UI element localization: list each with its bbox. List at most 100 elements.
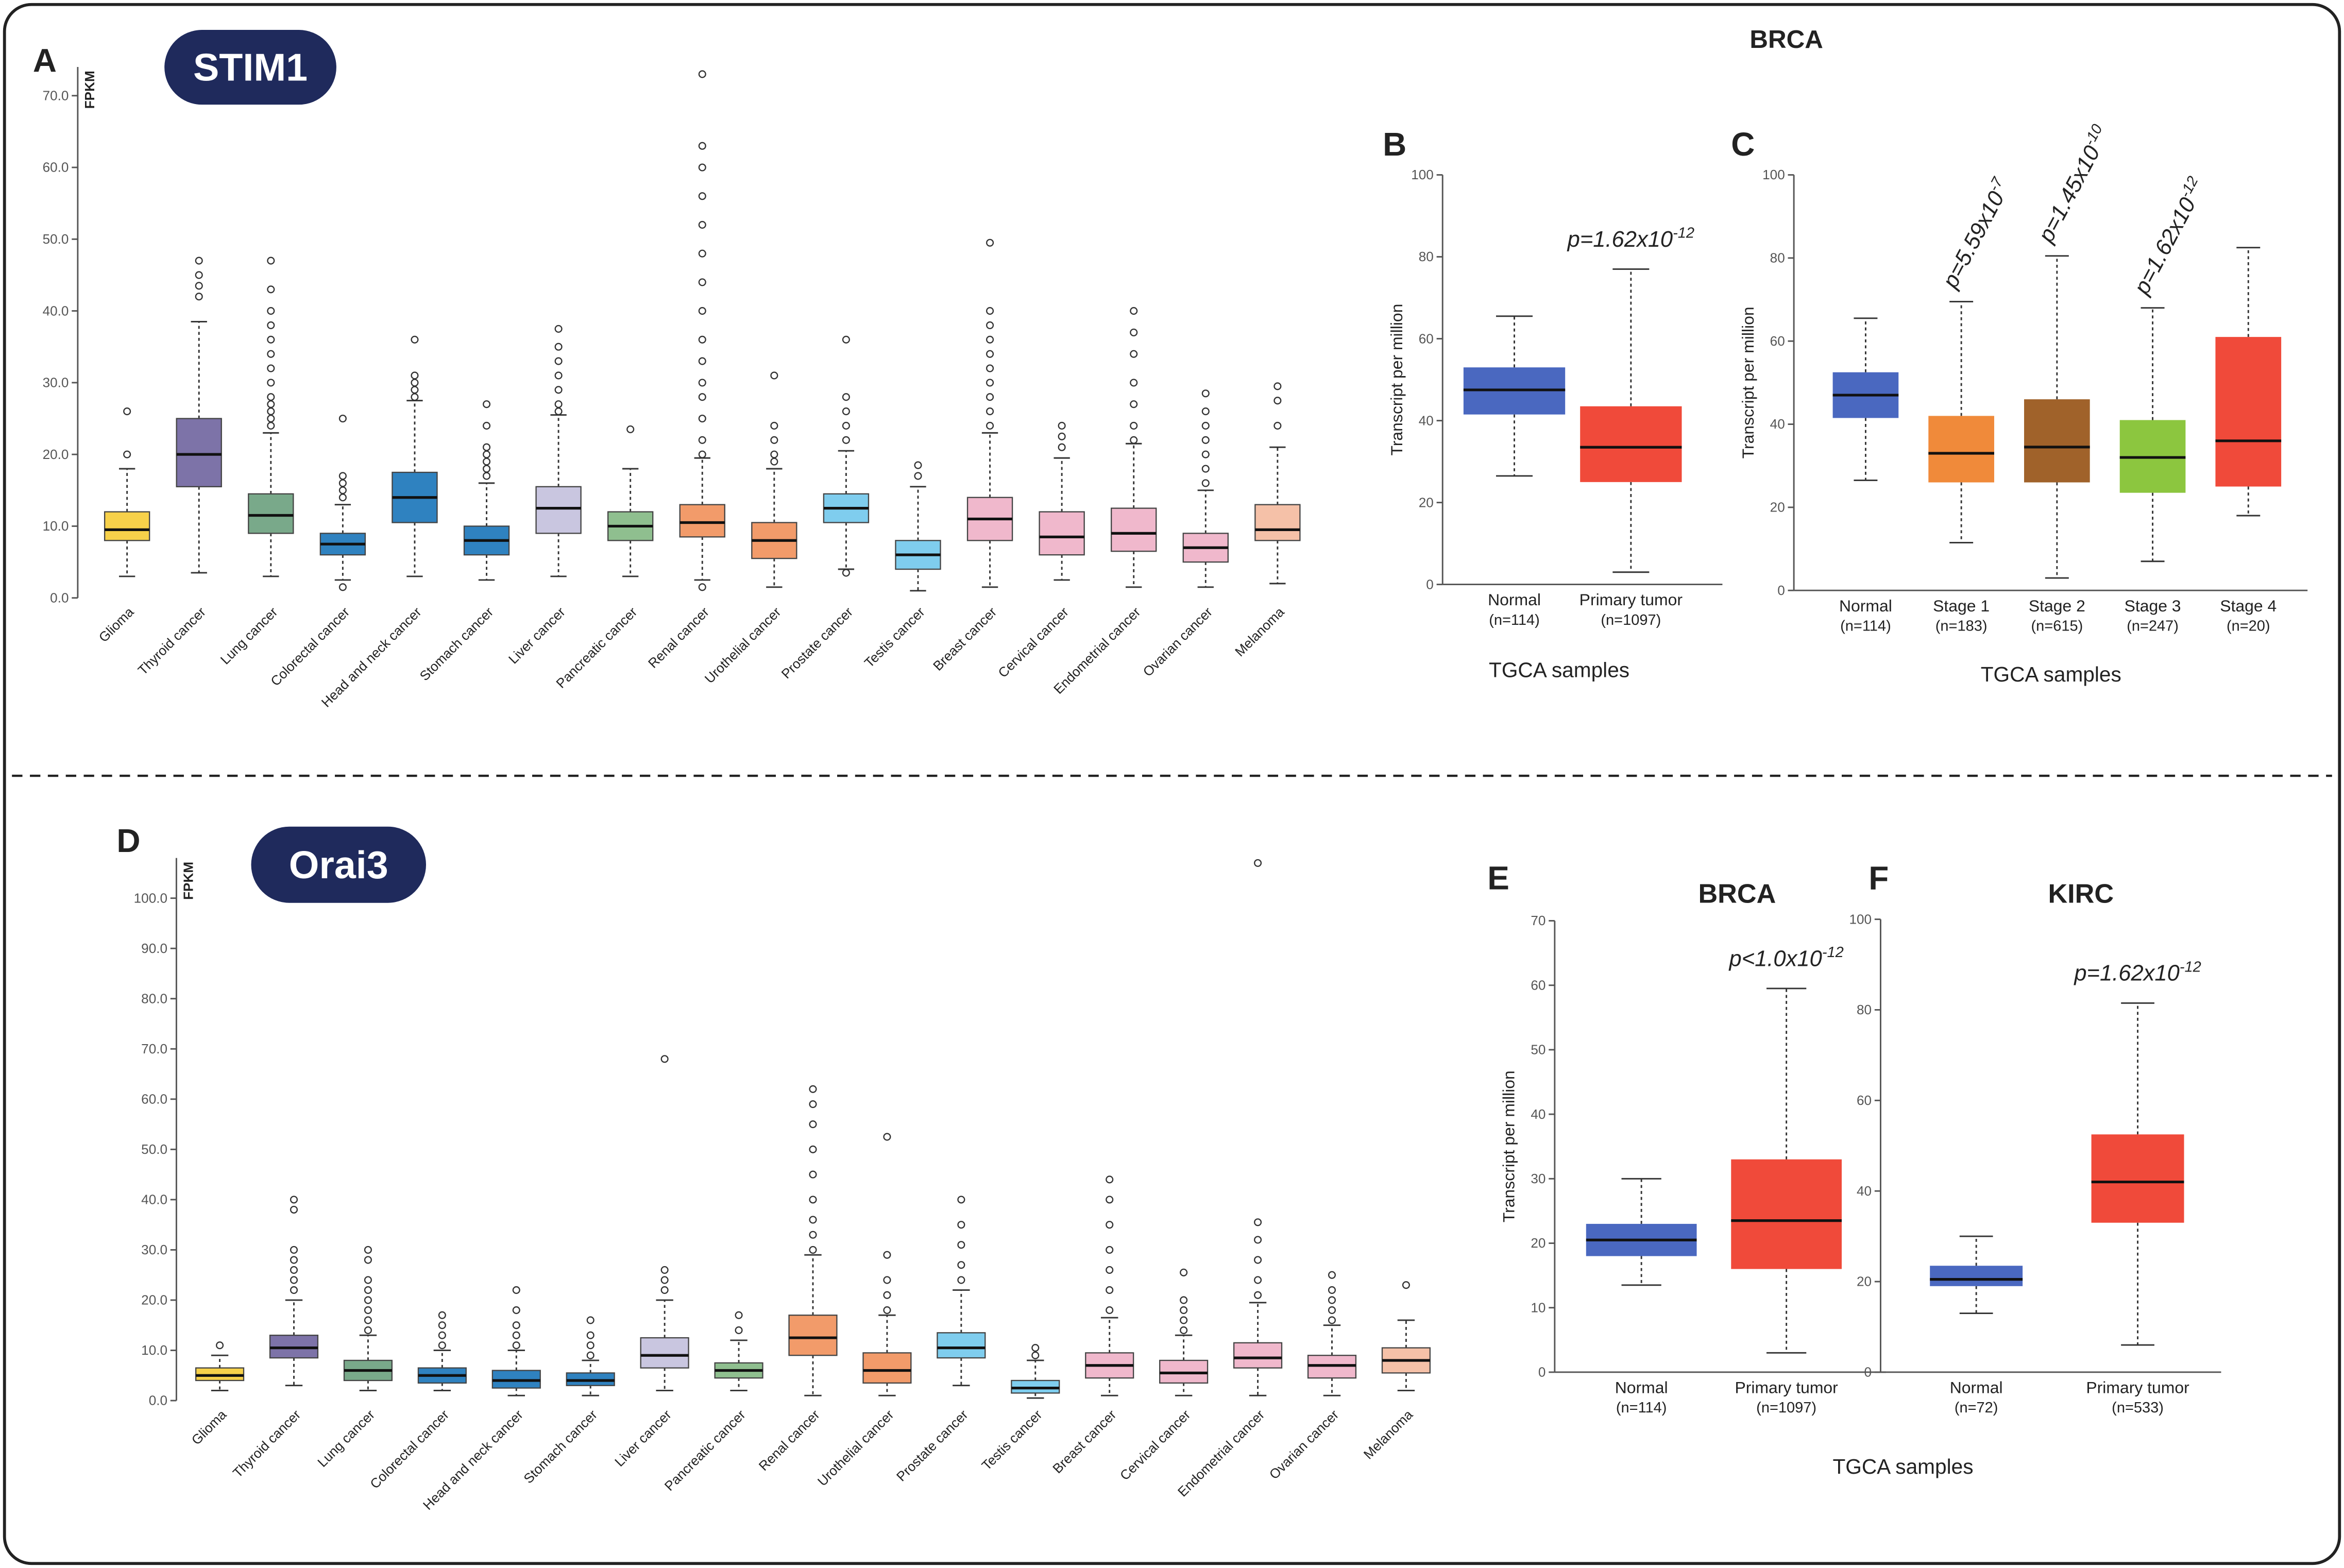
gene-label: Orai3 — [289, 843, 388, 887]
x-axis-label: TGCA samples — [1832, 1455, 1973, 1478]
outlier — [698, 220, 706, 229]
outlier — [986, 421, 994, 430]
outlier — [1328, 1296, 1336, 1304]
p-value-exponent: -12 — [1822, 944, 1844, 961]
outlier — [554, 357, 563, 365]
panel-title: BRCA — [1698, 879, 1776, 909]
outlier — [364, 1256, 372, 1264]
y-tick-label: 80 — [1857, 1002, 1872, 1017]
outlier — [195, 282, 203, 290]
y-tick-label: 0.0 — [149, 1393, 167, 1408]
y-tick-label: 40 — [1857, 1183, 1872, 1199]
header: BRCA — [1749, 25, 1823, 54]
p-value-text: p=1.62x10 — [2073, 961, 2179, 986]
box — [862, 1352, 912, 1384]
p-value-exponent: -12 — [2180, 959, 2201, 975]
y-tick-label: 30 — [1531, 1171, 1545, 1186]
outlier — [364, 1316, 372, 1324]
outlier — [809, 1145, 817, 1153]
x-tick-label: Stage 1 — [1933, 596, 1990, 615]
outlier — [660, 1266, 669, 1274]
y-tick-label: 10 — [1531, 1300, 1545, 1315]
outlier — [770, 436, 778, 444]
box — [1930, 1266, 2023, 1286]
x-tick-count: (n=20) — [2227, 618, 2270, 635]
outlier — [290, 1256, 298, 1264]
box — [679, 504, 725, 538]
outlier — [482, 465, 491, 473]
x-tick-label: Stage 4 — [2220, 596, 2277, 615]
y-tick-label: 0.0 — [50, 590, 69, 605]
gene-badge — [251, 826, 427, 903]
outlier — [338, 414, 347, 423]
outlier — [1328, 1286, 1336, 1294]
x-tick-label: Normal — [1615, 1378, 1668, 1396]
outlier — [1031, 1351, 1040, 1359]
outlier — [842, 407, 850, 416]
outlier — [338, 583, 347, 591]
outlier — [1130, 400, 1138, 408]
x-axis-label: TGCA samples — [1981, 662, 2121, 686]
outlier — [986, 393, 994, 401]
outlier — [842, 393, 850, 401]
panel-letter: C — [1731, 126, 1755, 163]
outlier — [1058, 421, 1066, 430]
outlier — [123, 407, 131, 416]
y-tick-label: 0 — [1426, 576, 1434, 592]
outlier — [364, 1296, 372, 1304]
outlier — [586, 1341, 595, 1350]
outlier — [698, 436, 706, 444]
y-axis-label: FPKM — [82, 71, 97, 109]
y-tick-label: 60 — [1531, 977, 1545, 993]
outlier — [698, 249, 706, 258]
y-axis-label: Transcript per million — [1739, 306, 1757, 458]
y-tick-label: 40 — [1531, 1106, 1545, 1122]
outlier — [914, 461, 922, 469]
outlier — [338, 472, 347, 480]
outlier — [698, 335, 706, 344]
panel-letter: A — [33, 42, 57, 79]
p-value-exponent: -12 — [1673, 225, 1694, 241]
outlier — [195, 271, 203, 279]
outlier — [195, 257, 203, 265]
outlier — [957, 1276, 965, 1284]
y-tick-label: 10.0 — [141, 1342, 167, 1358]
outlier — [1254, 1236, 1262, 1244]
outlier — [290, 1276, 298, 1284]
outlier — [216, 1341, 224, 1350]
outlier — [482, 443, 491, 451]
outlier — [1106, 1266, 1114, 1274]
y-tick-label: 50 — [1531, 1042, 1545, 1058]
y-tick-label: 30.0 — [43, 375, 69, 390]
outlier — [1180, 1326, 1188, 1334]
p-value: p<1.0x10-12 — [1728, 944, 1844, 971]
box — [1580, 406, 1682, 482]
outlier — [809, 1100, 817, 1109]
frame — [3, 3, 2341, 1565]
outlier — [1201, 479, 1210, 487]
outlier — [411, 393, 419, 401]
box — [104, 511, 150, 541]
outlier — [554, 400, 563, 408]
x-tick-count: (n=183) — [1935, 618, 1988, 635]
outlier — [1402, 1281, 1410, 1289]
x-tick-label: Primary tumor — [2086, 1378, 2189, 1396]
outlier — [698, 414, 706, 423]
outlier — [883, 1251, 891, 1259]
outlier — [660, 1286, 669, 1294]
y-tick-label: 20.0 — [43, 447, 69, 462]
y-tick-label: 60.0 — [43, 160, 69, 175]
y-tick-label: 0 — [1538, 1365, 1546, 1380]
box — [1928, 416, 1994, 483]
outlier — [986, 364, 994, 372]
outlier — [1273, 397, 1282, 405]
outlier — [1130, 350, 1138, 358]
outlier — [809, 1085, 817, 1093]
outlier — [1180, 1268, 1188, 1276]
outlier — [660, 1055, 669, 1063]
y-tick-label: 80 — [1419, 249, 1434, 264]
outlier — [986, 335, 994, 344]
outlier — [482, 400, 491, 408]
